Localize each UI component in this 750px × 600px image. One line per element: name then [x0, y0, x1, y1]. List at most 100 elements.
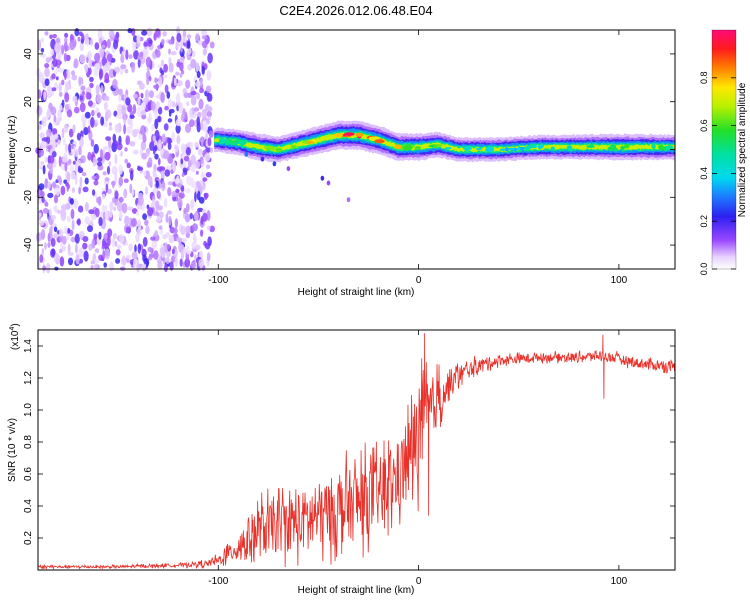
- snr-x-label: Height of straight line (km): [298, 585, 415, 596]
- spectrogram-noise-cell: [148, 90, 154, 98]
- spectrogram-noise-cell: [145, 148, 150, 157]
- spectrogram-noise-cell: [61, 157, 68, 163]
- spectrogram-noise-cell: [140, 140, 147, 151]
- spectrogram-noise-cell: [132, 93, 138, 99]
- spectrogram-noise-cell: [123, 178, 129, 183]
- spectrogram-noise-cell: [111, 237, 116, 248]
- spectrogram-noise-cell: [179, 72, 183, 78]
- spectrogram-y-label: Frequency (Hz): [7, 116, 18, 185]
- spectrogram-peak: [229, 140, 239, 143]
- spectrogram-noise-cell: [152, 199, 156, 207]
- spectrogram-peak: [466, 147, 472, 150]
- spectrogram-noise-cell: [156, 211, 160, 217]
- spectrogram-noise-cell: [189, 212, 193, 220]
- spectrogram-noise-cell: [52, 181, 56, 188]
- snr-y-tick-label: 0.4: [23, 499, 34, 513]
- spectrogram-noise-cell: [127, 104, 133, 113]
- spectrogram-noise-cell: [206, 252, 211, 262]
- snr-x-tick-label: 100: [611, 576, 628, 587]
- spectrogram-noise-cell: [79, 42, 84, 52]
- spectrogram-noise-cell: [82, 186, 89, 193]
- spectrogram-noise-cell: [78, 186, 81, 195]
- spectrogram-noise-cell: [79, 95, 84, 101]
- spectrogram-noise-cell: [147, 175, 153, 187]
- spectrogram-peak: [664, 145, 674, 150]
- spectrogram-noise-cell: [166, 250, 172, 258]
- spectrogram-noise-cell: [55, 76, 59, 81]
- spectrogram-noise-cell: [61, 245, 66, 252]
- spectrogram-noise-cell: [164, 242, 168, 251]
- spectrogram-noise-cell: [118, 93, 122, 103]
- spectrogram-noise-cell: [131, 217, 137, 227]
- spectrogram-noise-cell: [135, 211, 140, 217]
- spectrogram-noise-cell: [84, 216, 91, 225]
- spectrogram-noise-cell: [63, 41, 68, 52]
- spectrogram-noise-cell: [98, 37, 103, 44]
- spectrogram-noise-cell: [118, 164, 123, 175]
- spectrogram-noise-cell: [173, 77, 177, 87]
- spectrogram-noise-cell: [95, 84, 100, 96]
- spectrogram-noise-cell: [114, 190, 119, 200]
- spectrogram-noise-cell: [121, 256, 127, 266]
- spectrogram-noise-cell: [118, 196, 124, 203]
- spectrogram-peak: [504, 147, 509, 152]
- spectrogram-noise-cell: [170, 51, 177, 56]
- colorbar: 0.0 0.2 0.4 0.6 0.8 Normalized spectral ampl…: [699, 29, 748, 275]
- spectrogram-y-tick-label: 20: [23, 96, 34, 108]
- spectrogram-noise-cell: [53, 226, 58, 233]
- spectrogram-noise-cell: [129, 183, 133, 194]
- spectrogram-noise-cell: [67, 215, 71, 223]
- spectrogram-noise-cell: [196, 190, 201, 201]
- spectrogram-noise-cell: [179, 258, 183, 267]
- spectrogram-noise-cell: [38, 124, 42, 131]
- spectrogram-noise-cell: [191, 50, 196, 58]
- spectrogram-noise-cell: [84, 202, 89, 212]
- spectrogram-noise-cell: [206, 70, 212, 81]
- spectrogram-noise-cell: [141, 152, 148, 160]
- spectrogram-noise-cell: [154, 144, 158, 152]
- spectrogram-noise-cell: [201, 29, 208, 38]
- snr-y-tick-label: 0.8: [23, 435, 34, 449]
- spectrogram-noise-cell: [160, 70, 165, 76]
- spectrogram-noise-cell: [87, 100, 93, 107]
- spectrogram-noise-cell: [92, 156, 96, 167]
- spectrogram-x-tick-label: 100: [611, 275, 628, 286]
- spectrogram-noise-cell: [67, 227, 71, 234]
- snr-x-tick-label: 0: [416, 576, 422, 587]
- spectrogram-noise-cell: [194, 160, 201, 169]
- spectrogram-noise-cell: [101, 44, 106, 49]
- spectrogram-noise-cell: [115, 249, 121, 256]
- spectrogram-noise-cell: [111, 180, 116, 186]
- spectrogram-noise-cell: [141, 248, 145, 254]
- spectrogram-noise-cell: [167, 142, 172, 150]
- spectrogram-peak: [444, 147, 452, 150]
- spectrogram-noise-cell: [44, 67, 50, 78]
- spectrogram-noise-cell: [63, 225, 68, 233]
- spectrogram-noise-cell: [163, 264, 168, 273]
- spectrogram-noise-cell: [198, 258, 205, 268]
- spectrogram-noise-cell: [121, 106, 127, 116]
- spectrogram-noise-cell: [201, 159, 204, 165]
- spectrogram-point: [320, 175, 325, 181]
- spectrogram-noise-cell: [59, 256, 65, 267]
- spectrogram-peak: [586, 144, 595, 148]
- spectrogram-noise-cell: [106, 53, 113, 62]
- spectrogram-noise-cell: [205, 38, 210, 43]
- spectrogram-noise-cell: [183, 155, 190, 162]
- spectrogram-noise-cell: [190, 199, 195, 210]
- spectrogram-noise-cell: [61, 208, 67, 218]
- spectrogram-noise-cell: [114, 153, 118, 165]
- spectrogram-noise-cell: [117, 103, 123, 115]
- spectrogram-noise-cell: [145, 225, 150, 234]
- spectrogram-noise-cell: [125, 226, 130, 234]
- spectrogram-noise-cell: [185, 187, 191, 194]
- spectrogram-noise-region: [35, 26, 216, 274]
- spectrogram-noise-cell: [51, 87, 57, 92]
- spectrogram-noise-cell: [181, 237, 187, 243]
- spectrogram-noise-cell: [124, 147, 128, 152]
- spectrogram-noise-cell: [115, 258, 121, 264]
- spectrogram-noise-cell: [60, 185, 66, 196]
- spectrogram-noise-cell: [208, 130, 214, 138]
- spectrogram-noise-cell: [167, 98, 173, 109]
- spectrogram-noise-cell: [158, 225, 163, 230]
